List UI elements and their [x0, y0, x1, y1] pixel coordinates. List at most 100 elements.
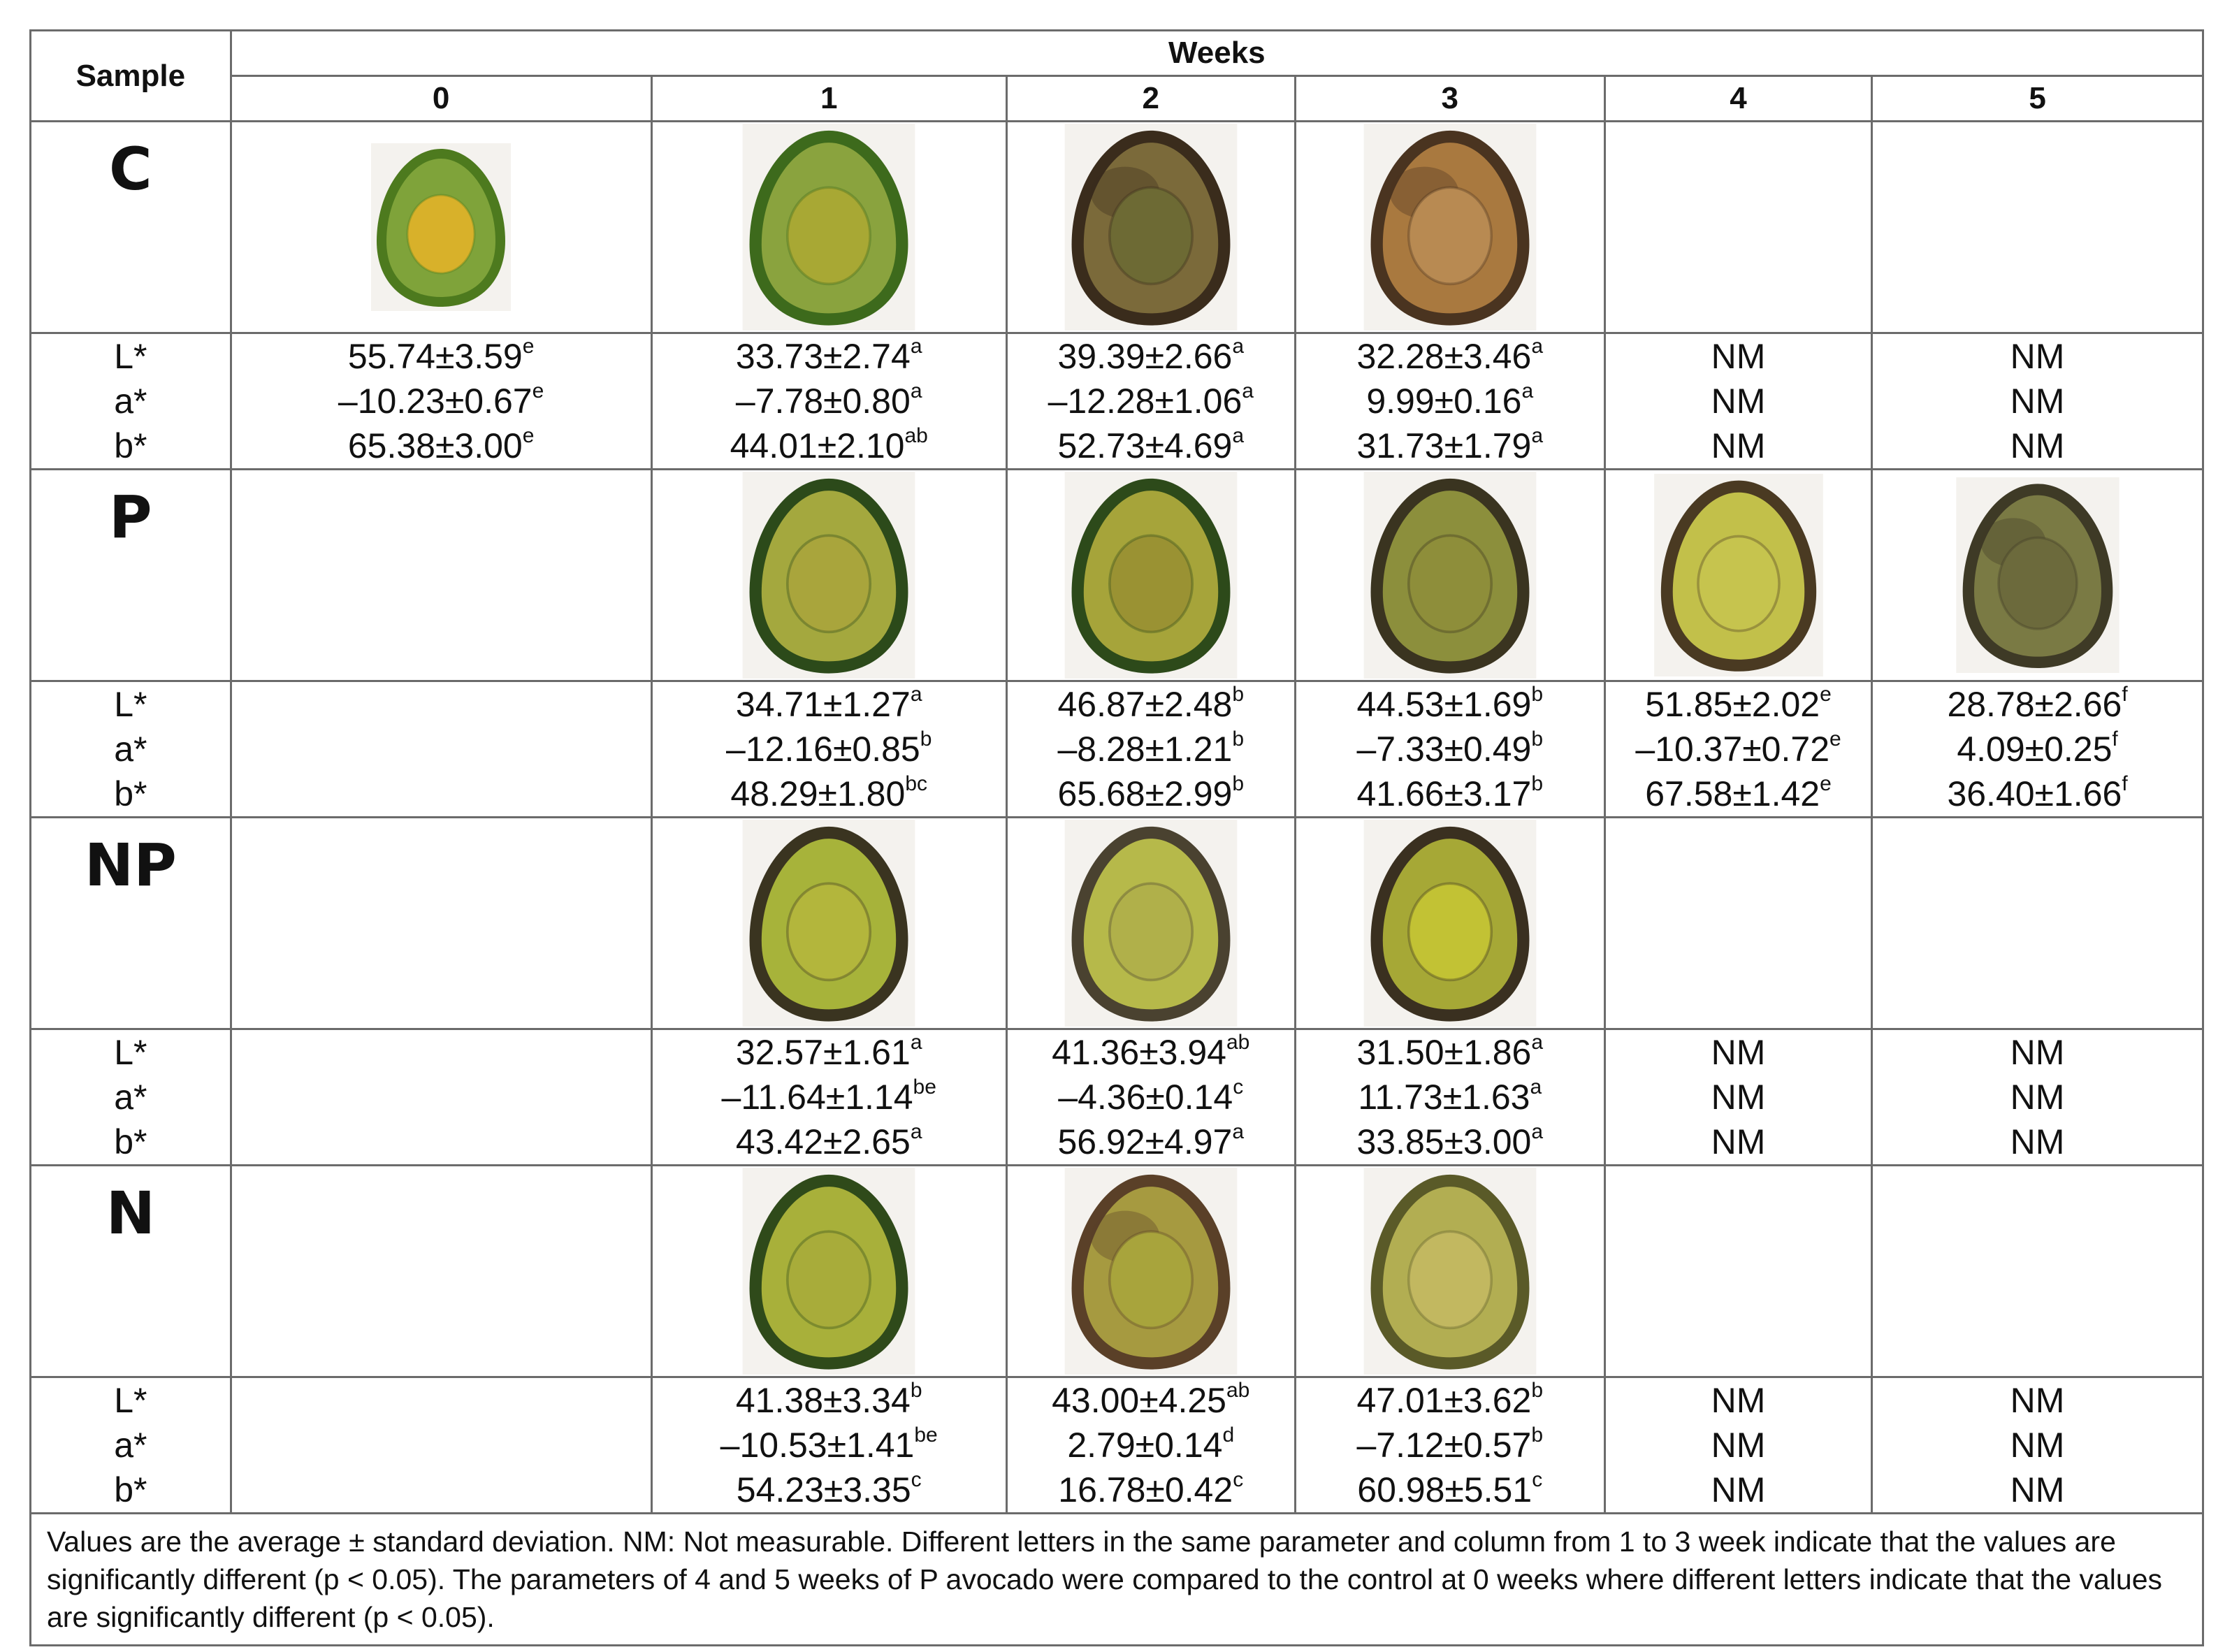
parameter-labels: L* a* b*	[29, 680, 232, 818]
significance-letter: e	[1820, 772, 1832, 795]
measurement-value	[232, 1120, 651, 1164]
value-number: 32.28±3.46	[1356, 337, 1532, 376]
value-number: 33.85±3.00	[1356, 1122, 1532, 1161]
value-number: 11.73±1.63	[1358, 1078, 1530, 1117]
measurement-value	[232, 1378, 651, 1423]
sample-image-row: NP	[29, 816, 2204, 1030]
week-header-5: 5	[1871, 75, 2204, 122]
measurement-value	[232, 1423, 651, 1468]
photo-cell-week-5	[1871, 468, 2204, 682]
measurement-value: NM	[1606, 379, 1871, 423]
photo-cell-week-5	[1871, 120, 2204, 334]
measurement-value: 41.66±3.17b	[1296, 771, 1604, 816]
sample-header: Sample	[29, 29, 232, 122]
value-number: 44.01±2.10	[730, 426, 905, 465]
measurement-value: 41.36±3.94ab	[1008, 1030, 1294, 1075]
measurement-value: 39.39±2.66a	[1008, 334, 1294, 379]
avocado-photo	[1363, 820, 1537, 1027]
value-number: NM	[2010, 337, 2065, 376]
value-number: NM	[1711, 382, 1766, 421]
value-number: –10.23±0.67	[338, 382, 532, 421]
significance-letter: a	[910, 683, 922, 706]
measurement-value: 16.78±0.42c	[1008, 1468, 1294, 1512]
value-cell-week-4: 51.85±2.02e –10.37±0.72e 67.58±1.42e	[1603, 680, 1874, 818]
value-number: 34.71±1.27	[735, 685, 911, 724]
significance-letter: a	[1530, 1075, 1542, 1099]
value-number: 46.87±2.48	[1057, 685, 1233, 724]
significance-letter: a	[1232, 1120, 1245, 1143]
value-number: NM	[2010, 382, 2065, 421]
avocado-photo	[1363, 472, 1537, 679]
value-cell-week-3: 31.50±1.86a 11.73±1.63a 33.85±3.00a	[1293, 1028, 1606, 1166]
photo-cell-week-0	[229, 468, 653, 682]
value-number: 36.40±1.66	[1947, 774, 2122, 813]
sample-image-row: C	[29, 120, 2204, 334]
sample-values-row: L* a* b* 41.38±3.34b –10.53±1.41be 54.23±3.3…	[29, 1376, 2204, 1514]
photo-cell-week-0	[229, 1164, 653, 1378]
measurement-value: 32.28±3.46a	[1296, 334, 1604, 379]
significance-letter: be	[913, 1075, 936, 1099]
avocado-photo	[742, 1168, 915, 1375]
measurement-value: NM	[1873, 379, 2202, 423]
measurement-value: 65.68±2.99b	[1008, 771, 1294, 816]
measurement-value: 43.42±2.65a	[653, 1120, 1006, 1164]
significance-letter: f	[2122, 683, 2128, 706]
photo-cell-week-4	[1603, 120, 1874, 334]
measurement-value: 48.29±1.80bc	[653, 771, 1006, 816]
photo-cell-week-3	[1293, 1164, 1606, 1378]
parameter-label: b*	[114, 1470, 147, 1509]
measurement-value: 28.78±2.66f	[1873, 682, 2202, 727]
parameter-label: b*	[114, 774, 147, 813]
measurement-value: 44.01±2.10ab	[653, 423, 1006, 468]
measurement-value: –4.36±0.14c	[1008, 1075, 1294, 1120]
week-header-2: 2	[1005, 75, 1296, 122]
value-number: 52.73±4.69	[1057, 426, 1233, 465]
value-cell-week-4: NM NM NM	[1603, 332, 1874, 470]
value-number: –10.37±0.72	[1635, 730, 1829, 769]
measurement-value: –12.16±0.85b	[653, 727, 1006, 771]
measurement-value: NM	[1873, 423, 2202, 468]
value-number: 54.23±3.35	[736, 1470, 911, 1509]
value-cell-week-1: 41.38±3.34b –10.53±1.41be 54.23±3.35c	[650, 1376, 1008, 1514]
value-number: –7.33±0.49	[1356, 730, 1532, 769]
significance-letter: a	[1242, 379, 1254, 403]
parameter-label: b*	[114, 426, 147, 465]
week-header-1: 1	[650, 75, 1008, 122]
photo-cell-week-0	[229, 120, 653, 334]
sample-image-row: N	[29, 1164, 2204, 1378]
value-number: 39.39±2.66	[1057, 337, 1233, 376]
value-number: 43.42±2.65	[735, 1122, 911, 1161]
value-number: 2.79±0.14	[1067, 1426, 1223, 1465]
measurement-value: NM	[1606, 1030, 1871, 1075]
avocado-photo	[742, 820, 915, 1027]
value-number: NM	[2010, 1426, 2065, 1465]
value-number: –12.28±1.06	[1048, 382, 1242, 421]
value-number: –8.28±1.21	[1057, 730, 1233, 769]
avocado-photo	[1653, 474, 1823, 676]
significance-letter: bc	[905, 772, 927, 795]
measurement-value: NM	[1606, 1468, 1871, 1512]
measurement-value: –7.33±0.49b	[1296, 727, 1604, 771]
value-cell-week-3: 44.53±1.69b –7.33±0.49b 41.66±3.17b	[1293, 680, 1606, 818]
measurement-value: 32.57±1.61a	[653, 1030, 1006, 1075]
measurement-value: 47.01±3.62b	[1296, 1378, 1604, 1423]
parameter-label: b*	[114, 1122, 147, 1161]
value-cell-week-4: NM NM NM	[1603, 1028, 1874, 1166]
measurement-value: NM	[1606, 423, 1871, 468]
significance-letter: a	[910, 379, 922, 403]
significance-letter: ab	[1226, 1031, 1250, 1054]
value-number: 16.78±0.42	[1058, 1470, 1233, 1509]
value-number: NM	[2010, 1078, 2065, 1117]
significance-letter: b	[910, 1379, 922, 1402]
measurement-value: 34.71±1.27a	[653, 682, 1006, 727]
value-number: 51.85±2.02	[1645, 685, 1820, 724]
weeks-header: Weeks	[229, 29, 2205, 77]
measurement-value: 9.99±0.16a	[1296, 379, 1604, 423]
value-number: –7.78±0.80	[735, 382, 911, 421]
photo-cell-week-3	[1293, 120, 1606, 334]
parameter-labels: L* a* b*	[29, 1376, 232, 1514]
value-cell-week-3: 32.28±3.46a 9.99±0.16a 31.73±1.79a	[1293, 332, 1606, 470]
significance-letter: a	[910, 1031, 922, 1054]
week-header-0: 0	[229, 75, 653, 122]
